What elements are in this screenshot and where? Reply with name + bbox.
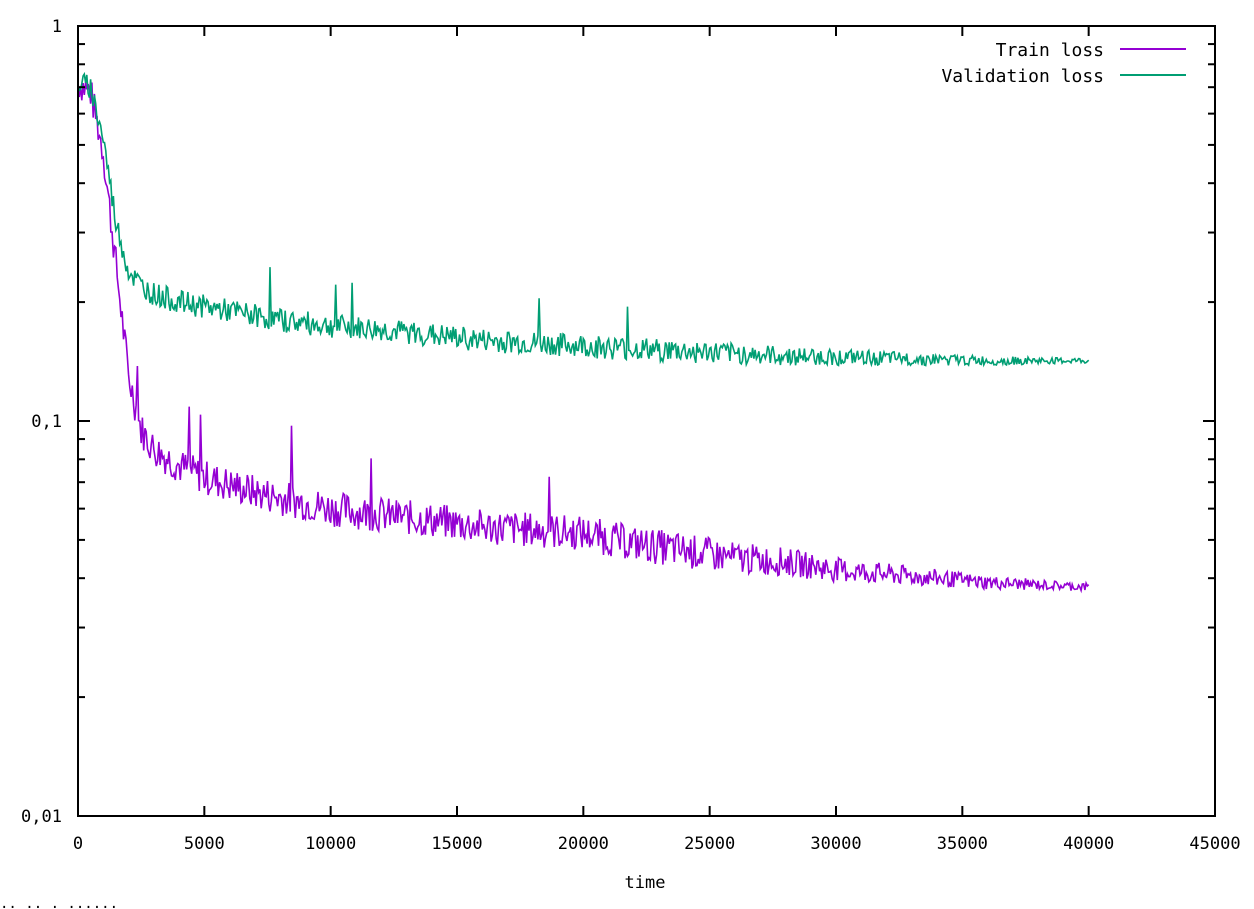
status-text: .. .. . ...... [0,900,119,909]
train-loss-line [77,82,1090,594]
x-tick-label: 30000 [810,834,861,854]
validation-loss-line [77,71,1090,368]
tick-labels: 0 5000 10000 15000 20000 25000 30000 35000 40000… [21,17,1241,854]
plot-axes [77,25,1216,817]
x-tick-label: 25000 [684,834,735,854]
legend: Train loss Validation loss [941,40,1186,87]
x-axis-title: time [625,873,666,893]
plot-frame [77,25,1216,817]
x-tick-label: 0 [73,834,83,854]
y-tick-label: 1 [52,17,62,37]
x-tick-label: 5000 [184,834,225,854]
legend-label-train: Train loss [996,40,1104,61]
x-tick-label: 40000 [1063,834,1114,854]
x-tick-label: 35000 [937,834,988,854]
axis-ticks [77,26,1216,817]
x-tick-label: 45000 [1189,834,1240,854]
y-tick-label: 0,01 [21,807,62,827]
y-tick-label: 0,1 [31,412,62,432]
x-tick-label: 20000 [558,834,609,854]
x-tick-label: 15000 [431,834,482,854]
x-tick-label: 10000 [305,834,356,854]
plot-series [77,71,1090,594]
legend-label-validation: Validation loss [941,66,1104,87]
